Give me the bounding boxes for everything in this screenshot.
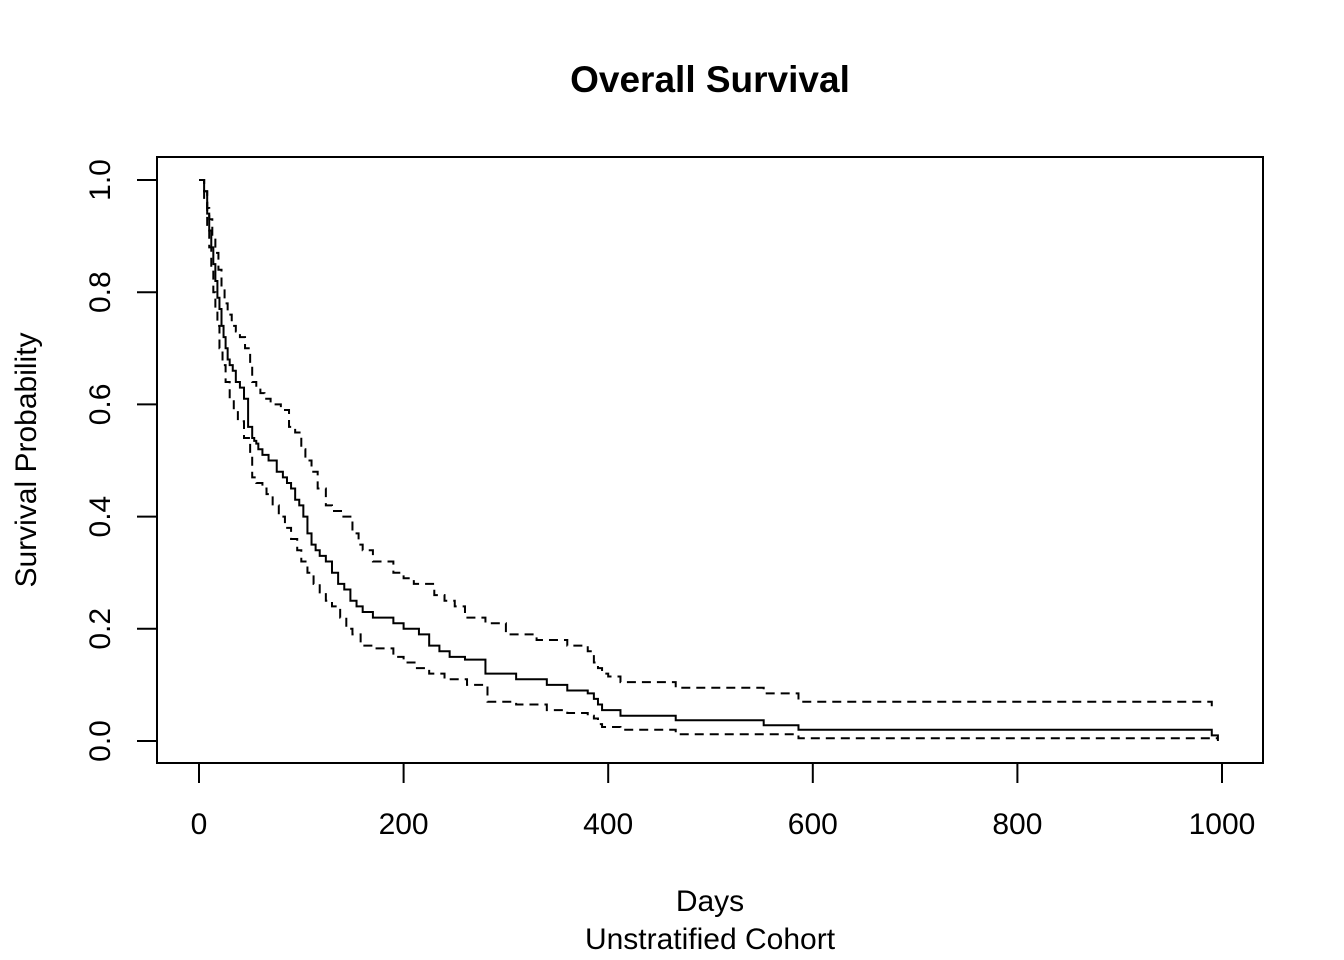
y-tick-label: 0.8 xyxy=(84,271,117,313)
survival-curve-line xyxy=(199,179,1219,741)
confidence-band-line-2 xyxy=(199,179,1218,740)
y-tick-label: 1.0 xyxy=(84,159,117,201)
y-tick-label: 0.0 xyxy=(84,720,117,762)
x-tick-label: 600 xyxy=(788,808,838,841)
x-tick-label: 800 xyxy=(992,808,1042,841)
survival-curves xyxy=(199,179,1219,741)
y-axis-label: Survival Probability xyxy=(10,332,43,587)
confidence-band-line-1 xyxy=(199,179,1213,708)
x-axis-label: Days xyxy=(676,885,744,918)
y-tick-label: 0.6 xyxy=(84,384,117,426)
x-tick-label: 0 xyxy=(191,808,208,841)
y-tick-label: 0.2 xyxy=(84,608,117,650)
x-tick-label: 1000 xyxy=(1189,808,1256,841)
chart-title: Overall Survival xyxy=(570,59,850,100)
x-tick-label: 200 xyxy=(379,808,429,841)
y-tick-label: 0.4 xyxy=(84,496,117,538)
chart-subtitle: Unstratified Cohort xyxy=(585,923,836,956)
y-axis: 0.0 0.2 0.4 0.6 0.8 1.0 xyxy=(84,159,158,762)
x-axis: 0 200 400 600 800 1000 xyxy=(191,762,1256,841)
x-tick-label: 400 xyxy=(583,808,633,841)
